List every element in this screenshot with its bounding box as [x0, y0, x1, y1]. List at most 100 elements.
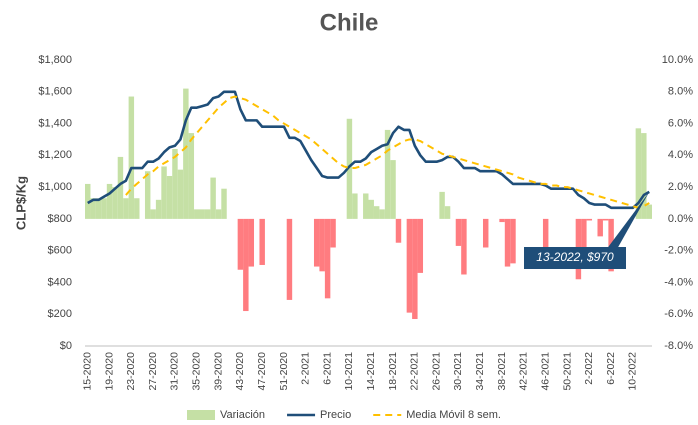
- x-tick-label: 6-2021: [321, 352, 333, 385]
- bar: [602, 218, 609, 221]
- x-tick-label: 23-2020: [125, 352, 137, 391]
- y-tick-label: $200: [48, 308, 72, 320]
- x-tick-label: 2-2021: [300, 352, 312, 385]
- bar: [259, 218, 265, 265]
- y-tick-label: $1,800: [38, 54, 72, 66]
- legend-label: Media Móvil 8 sem.: [406, 409, 501, 421]
- x-tick-label: 15-2020: [82, 352, 94, 391]
- x-tick-label: 18-2021: [387, 352, 399, 391]
- x-tick-label: 19-2020: [103, 352, 115, 391]
- x-tick-label: 10-2022: [627, 352, 639, 391]
- bar: [177, 169, 184, 219]
- y-tick-label: $1,200: [38, 149, 72, 161]
- y2-tick-label: 0.0%: [668, 213, 693, 225]
- bar: [461, 218, 467, 275]
- bar: [188, 133, 195, 219]
- bar: [395, 218, 402, 243]
- y2-tick-label: 6.0%: [668, 117, 693, 129]
- x-tick-label: 47-2020: [256, 352, 268, 391]
- bar: [210, 177, 216, 219]
- bar: [444, 206, 451, 219]
- annotation: 13-2022, $970: [536, 250, 614, 264]
- bar: [581, 218, 587, 251]
- y-tick-label: $600: [48, 245, 72, 257]
- bar: [352, 193, 358, 219]
- bar: [90, 198, 96, 219]
- bar: [128, 96, 135, 219]
- x-tick-label: 50-2021: [561, 352, 573, 391]
- bar: [248, 218, 255, 267]
- x-tick-label: 34-2021: [474, 352, 486, 391]
- annotation-pointer: [600, 191, 650, 258]
- y2-tick-label: 10.0%: [662, 54, 693, 66]
- x-tick-label: 38-2021: [496, 352, 508, 391]
- bar: [379, 209, 385, 219]
- bar: [324, 218, 331, 299]
- bar: [161, 166, 167, 219]
- x-tick-label: 22-2021: [409, 352, 421, 391]
- bar: [390, 160, 396, 219]
- line: [125, 95, 650, 209]
- y2-tick-label: 8.0%: [668, 86, 693, 98]
- bar: [85, 183, 91, 219]
- y-tick-label: $1,400: [38, 117, 72, 129]
- y-tick-label: $0: [60, 340, 72, 352]
- bar: [204, 209, 211, 219]
- x-tick-label: 31-2020: [169, 352, 181, 391]
- x-tick-label: 14-2021: [365, 352, 377, 391]
- bar: [221, 188, 227, 219]
- bar: [313, 218, 320, 267]
- x-tick-label: 10-2021: [343, 352, 355, 391]
- y-axis-label: CLP$/Kg: [13, 176, 28, 230]
- bar: [123, 198, 129, 219]
- bar: [144, 171, 151, 219]
- y2-tick-label: -6.0%: [664, 308, 693, 320]
- x-tick-label: 27-2020: [147, 352, 159, 391]
- bar: [215, 209, 222, 219]
- x-tick-label: 39-2020: [212, 352, 224, 391]
- bar: [417, 218, 424, 273]
- bar: [597, 218, 603, 237]
- bar: [504, 218, 511, 267]
- bar: [112, 187, 118, 219]
- y2-tick-label: -4.0%: [664, 276, 693, 288]
- bar: [368, 199, 374, 219]
- x-tick-label: 46-2021: [539, 352, 551, 391]
- bar: [117, 156, 124, 219]
- bar: [172, 148, 178, 219]
- y-tick-label: $1,000: [38, 181, 72, 193]
- bar: [373, 206, 380, 219]
- bar: [384, 129, 391, 219]
- bar: [319, 218, 325, 272]
- bar: [635, 128, 642, 219]
- bar: [101, 198, 107, 219]
- y2-tick-label: 4.0%: [668, 149, 693, 161]
- bar: [194, 209, 200, 219]
- x-tick-label: 6-2022: [605, 352, 617, 385]
- bar: [166, 175, 173, 219]
- bar: [286, 218, 293, 300]
- legend-label: Variación: [220, 409, 265, 421]
- legend-label: Precio: [320, 409, 351, 421]
- chart-title: Chile: [320, 9, 379, 36]
- bar: [455, 218, 462, 246]
- y-tick-label: $400: [48, 276, 72, 288]
- bar: [243, 218, 249, 312]
- annotation-box: [524, 247, 626, 269]
- y2-tick-label: -2.0%: [664, 245, 693, 257]
- bar: [155, 199, 162, 219]
- x-tick-label: 30-2021: [452, 352, 464, 391]
- y2-tick-label: -8.0%: [664, 340, 693, 352]
- bar: [106, 183, 113, 219]
- bar: [482, 218, 489, 248]
- bar: [183, 88, 189, 219]
- bar: [510, 218, 516, 264]
- x-tick-label: 43-2020: [234, 352, 246, 391]
- bar: [346, 118, 353, 219]
- bar: [586, 218, 593, 221]
- y-tick-label: $800: [48, 213, 72, 225]
- x-tick-label: 51-2020: [278, 352, 290, 391]
- x-tick-label: 42-2021: [518, 352, 530, 391]
- bar: [542, 218, 549, 258]
